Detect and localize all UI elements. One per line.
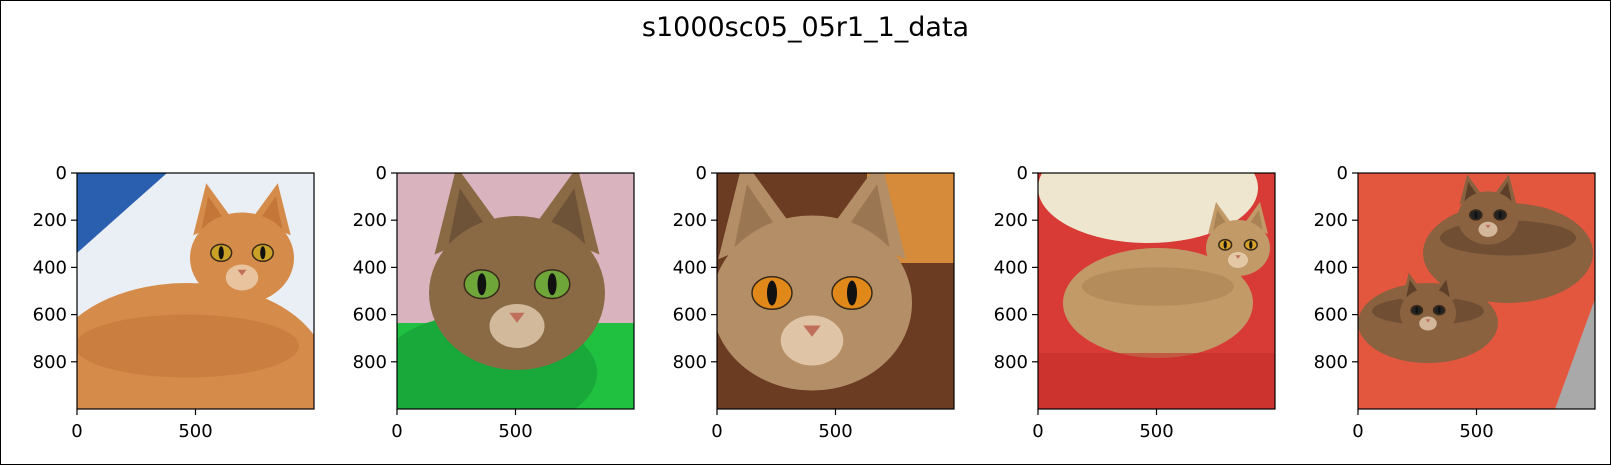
cat-pupil bbox=[767, 280, 777, 306]
red-cushion-shade bbox=[1038, 353, 1275, 409]
cat-pupil bbox=[1249, 240, 1253, 249]
x-tick-label: 500 bbox=[1459, 421, 1493, 442]
y-tick-label: 200 bbox=[673, 210, 707, 231]
y-tick-label: 0 bbox=[696, 163, 707, 184]
cat-nose bbox=[803, 325, 821, 337]
y-tick-label: 400 bbox=[33, 257, 67, 278]
cat-head bbox=[1400, 288, 1456, 338]
y-tick-label: 200 bbox=[994, 210, 1028, 231]
cat-muzzle bbox=[1478, 221, 1498, 237]
cat-pupil bbox=[1415, 306, 1419, 314]
y-tick-label: 400 bbox=[1314, 257, 1348, 278]
cat-nose bbox=[237, 269, 247, 276]
cat-muzzle bbox=[225, 264, 259, 291]
subplot-image-1 bbox=[77, 173, 314, 409]
cat-nose bbox=[1485, 224, 1491, 229]
cat-body bbox=[77, 283, 314, 409]
y-tick-label: 400 bbox=[994, 257, 1028, 278]
cat-nose bbox=[1425, 319, 1431, 323]
subplot-image-5 bbox=[1358, 173, 1595, 409]
y-tick-label: 200 bbox=[1314, 210, 1348, 231]
x-tick-label: 0 bbox=[391, 421, 402, 442]
y-tick-label: 400 bbox=[353, 257, 387, 278]
cat-nose bbox=[1235, 255, 1241, 259]
x-tick-label: 500 bbox=[1139, 421, 1173, 442]
cat-pupil bbox=[477, 273, 487, 296]
cat-pupil bbox=[1223, 240, 1227, 249]
cat-body-shade bbox=[1082, 267, 1234, 306]
y-tick-label: 200 bbox=[353, 210, 387, 231]
x-tick-label: 500 bbox=[178, 421, 212, 442]
cat-muzzle bbox=[1419, 316, 1437, 331]
cream-pillow bbox=[1038, 173, 1258, 243]
y-tick-label: 800 bbox=[1314, 352, 1348, 373]
cat-pupil bbox=[1498, 211, 1502, 219]
y-tick-label: 600 bbox=[1314, 305, 1348, 326]
grey-floor bbox=[1555, 299, 1595, 409]
y-tick-label: 0 bbox=[1337, 163, 1348, 184]
y-tick-label: 800 bbox=[33, 352, 67, 373]
cat-pupil bbox=[1474, 211, 1478, 219]
x-tick-label: 0 bbox=[1352, 421, 1363, 442]
x-tick-label: 0 bbox=[711, 421, 722, 442]
y-tick-label: 800 bbox=[353, 352, 387, 373]
y-tick-label: 600 bbox=[33, 305, 67, 326]
x-tick-label: 0 bbox=[71, 421, 82, 442]
figure-title: s1000sc05_05r1_1_data bbox=[641, 12, 970, 43]
y-tick-label: 0 bbox=[56, 163, 67, 184]
y-tick-label: 600 bbox=[353, 305, 387, 326]
y-tick-label: 400 bbox=[673, 257, 707, 278]
y-tick-label: 800 bbox=[994, 352, 1028, 373]
x-tick-label: 500 bbox=[498, 421, 532, 442]
x-tick-label: 500 bbox=[818, 421, 852, 442]
cat-head bbox=[717, 215, 912, 391]
blue-fabric bbox=[77, 173, 167, 253]
cat-pupil bbox=[1437, 306, 1441, 314]
cat-pupil bbox=[218, 246, 224, 260]
cat-nose bbox=[509, 312, 525, 323]
y-tick-label: 200 bbox=[33, 210, 67, 231]
subplot-image-4 bbox=[1038, 173, 1275, 409]
cat-body-shade bbox=[77, 314, 299, 378]
y-tick-label: 600 bbox=[994, 305, 1028, 326]
cat-body bbox=[1063, 248, 1253, 358]
y-tick-label: 0 bbox=[1017, 163, 1028, 184]
cat-head bbox=[429, 216, 605, 370]
cat-muzzle bbox=[1228, 252, 1248, 268]
x-tick-label: 0 bbox=[1032, 421, 1043, 442]
y-tick-label: 0 bbox=[376, 163, 387, 184]
cat-head bbox=[1206, 220, 1270, 276]
cat-head bbox=[190, 212, 294, 304]
subplot-image-3 bbox=[717, 173, 954, 409]
y-tick-label: 600 bbox=[673, 305, 707, 326]
cat-head bbox=[1457, 191, 1519, 245]
cat-muzzle bbox=[489, 304, 545, 348]
cat-pupil bbox=[847, 280, 857, 306]
cat-pupil bbox=[547, 273, 557, 296]
cat-muzzle bbox=[780, 315, 844, 366]
y-tick-label: 800 bbox=[673, 352, 707, 373]
subplot-image-2 bbox=[397, 173, 634, 409]
cat-pupil bbox=[260, 246, 266, 260]
